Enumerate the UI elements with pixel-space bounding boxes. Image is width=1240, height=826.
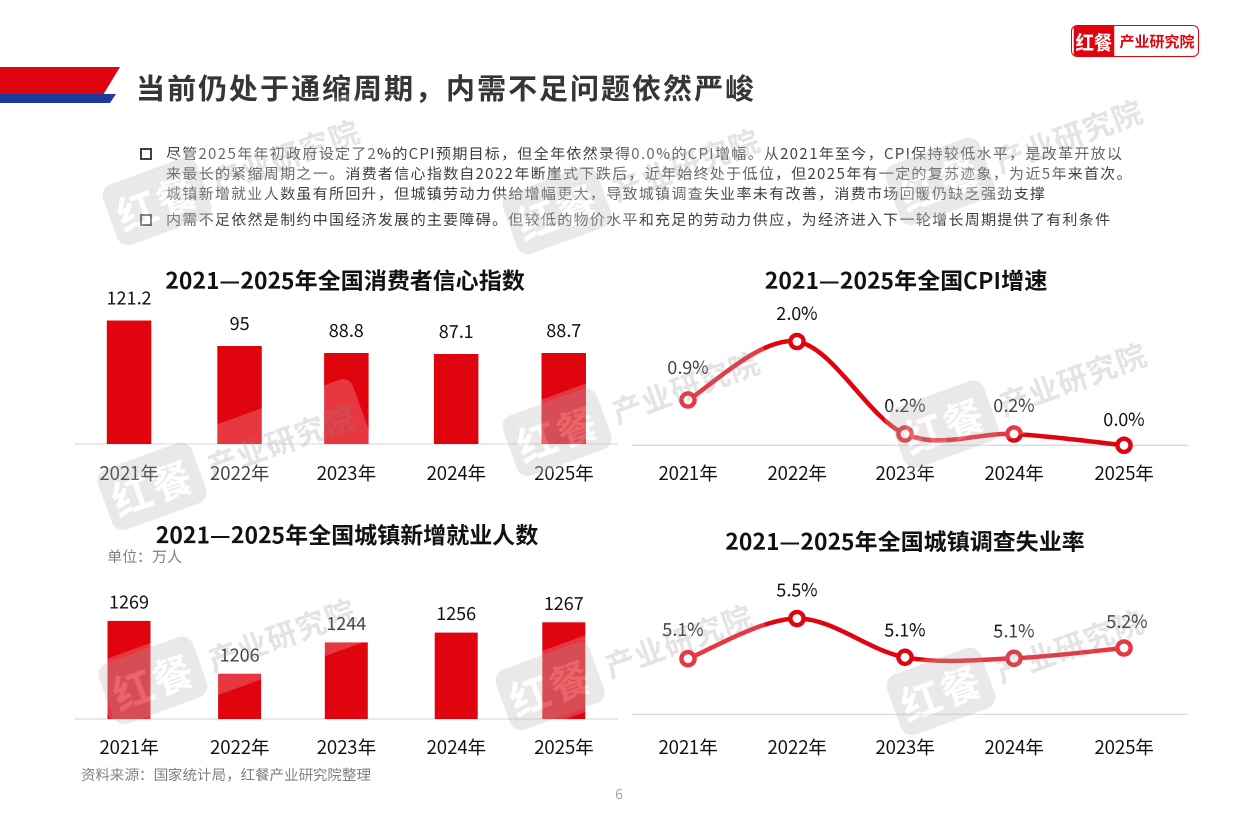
svg-text:0.0%: 0.0% (1103, 406, 1145, 432)
svg-text:121.2: 121.2 (107, 284, 152, 310)
svg-text:87.1: 87.1 (439, 318, 474, 344)
svg-text:单位：万人: 单位：万人 (107, 546, 182, 567)
svg-text:2024年: 2024年 (984, 734, 1044, 760)
svg-text:6: 6 (615, 784, 623, 804)
svg-text:2023年: 2023年 (317, 734, 377, 760)
svg-text:0.2%: 0.2% (993, 392, 1035, 418)
svg-text:95: 95 (230, 310, 250, 336)
svg-text:1244: 1244 (326, 610, 366, 636)
svg-text:0.2%: 0.2% (884, 392, 926, 418)
svg-text:88.8: 88.8 (329, 317, 364, 343)
svg-text:5.1%: 5.1% (993, 617, 1035, 643)
svg-text:2024年: 2024年 (426, 460, 486, 486)
svg-text:2021年: 2021年 (658, 734, 718, 760)
svg-text:2021—2025年全国城镇新增就业人数: 2021—2025年全国城镇新增就业人数 (156, 517, 538, 551)
svg-text:2023年: 2023年 (317, 460, 377, 486)
svg-text:2022年: 2022年 (210, 734, 270, 760)
svg-text:1269: 1269 (109, 589, 149, 615)
svg-text:88.7: 88.7 (546, 317, 581, 343)
svg-text:2021年: 2021年 (99, 734, 159, 760)
svg-text:2025年: 2025年 (534, 460, 594, 486)
svg-text:5.1%: 5.1% (662, 616, 704, 642)
svg-text:2022年: 2022年 (767, 734, 827, 760)
svg-text:0.9%: 0.9% (667, 354, 709, 380)
svg-text:2021—2025年全国CPI增速: 2021—2025年全国CPI增速 (765, 262, 1047, 296)
svg-text:5.5%: 5.5% (776, 577, 818, 603)
svg-text:2022年: 2022年 (767, 460, 827, 486)
svg-text:2025年: 2025年 (1094, 734, 1154, 760)
svg-text:2023年: 2023年 (875, 734, 935, 760)
svg-text:2021—2025年全国消费者信心指数: 2021—2025年全国消费者信心指数 (165, 262, 524, 296)
svg-text:2021年: 2021年 (658, 460, 718, 486)
svg-text:2.0%: 2.0% (776, 300, 818, 326)
svg-text:5.1%: 5.1% (884, 616, 926, 642)
svg-text:2024年: 2024年 (984, 460, 1044, 486)
svg-text:2021—2025年全国城镇调查失业率: 2021—2025年全国城镇调查失业率 (725, 523, 1084, 557)
svg-text:2023年: 2023年 (875, 460, 935, 486)
svg-text:1206: 1206 (220, 641, 260, 667)
svg-text:2024年: 2024年 (426, 734, 486, 760)
svg-text:2025年: 2025年 (534, 734, 594, 760)
svg-text:5.2%: 5.2% (1106, 608, 1148, 634)
svg-text:资料来源：国家统计局，红餐产业研究院整理: 资料来源：国家统计局，红餐产业研究院整理 (81, 764, 371, 785)
svg-text:2021年: 2021年 (99, 460, 159, 486)
svg-text:1267: 1267 (544, 590, 584, 616)
svg-text:1256: 1256 (436, 600, 476, 626)
svg-text:2022年: 2022年 (210, 460, 270, 486)
svg-text:2025年: 2025年 (1094, 460, 1154, 486)
